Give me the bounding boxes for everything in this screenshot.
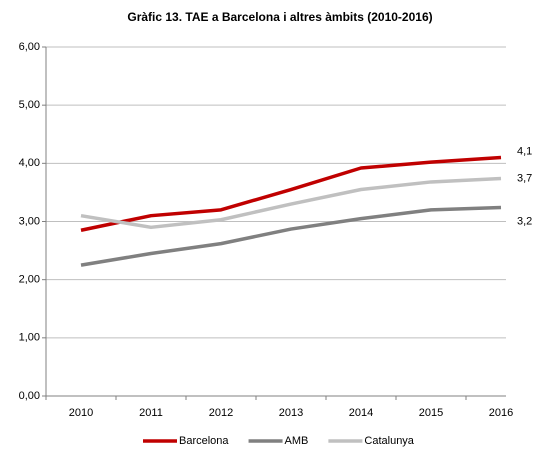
x-tick-label: 2012 — [209, 407, 233, 419]
y-tick-label: 5,00 — [19, 99, 40, 111]
y-tick-label: 3,00 — [19, 215, 40, 227]
x-tick-label: 2013 — [279, 407, 303, 419]
series-line — [80, 155, 502, 232]
legend-label: AMB — [285, 435, 309, 447]
y-tick-label: 1,00 — [19, 332, 40, 344]
legend-label: Catalunya — [364, 435, 414, 447]
x-tick-label: 2011 — [139, 407, 163, 419]
data-label: 4,1 — [517, 145, 532, 157]
chart-title: Gràfic 13. TAE a Barcelona i altres àmbi… — [127, 10, 432, 24]
y-tick-label: 4,00 — [19, 157, 40, 169]
series-line — [80, 176, 502, 230]
series-line — [80, 205, 502, 267]
data-label: 3,2 — [517, 215, 532, 227]
y-tick-label: 2,00 — [19, 274, 40, 286]
legend-label: Barcelona — [179, 435, 229, 447]
x-tick-label: 2014 — [349, 407, 373, 419]
x-tick-label: 2016 — [489, 407, 513, 419]
data-label: 3,7 — [517, 172, 532, 184]
y-tick-label: 0,00 — [19, 390, 40, 402]
x-tick-label: 2015 — [419, 407, 443, 419]
y-tick-label: 6,00 — [19, 41, 40, 53]
x-tick-label: 2010 — [69, 407, 93, 419]
